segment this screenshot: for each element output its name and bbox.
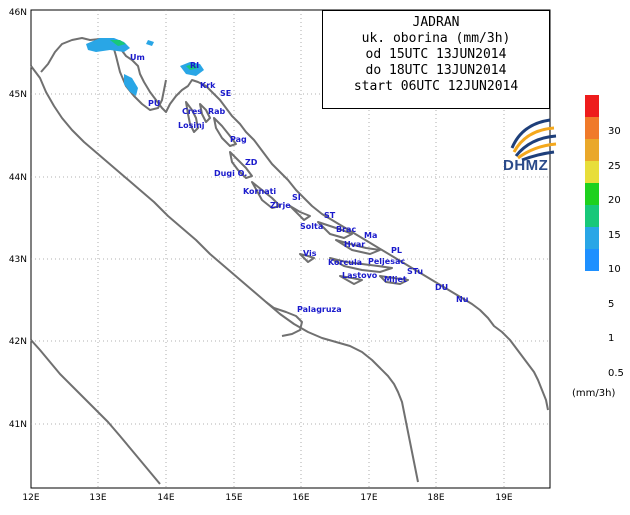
dhmz-logo-icon <box>510 118 557 162</box>
legend-label: 5 <box>608 298 615 310</box>
place-label: PL <box>391 246 402 255</box>
y-tick-label: 42N <box>9 337 27 347</box>
x-axis-labels: 12E 13E 14E 15E 16E 17E 18E 19E <box>22 493 512 503</box>
title-line-3: od 15UTC 13JUN2014 <box>365 47 507 62</box>
place-label: Hvar <box>344 240 365 249</box>
x-tick-label: 13E <box>89 493 106 503</box>
x-tick-label: 16E <box>292 493 309 503</box>
place-label: Cres <box>182 107 202 116</box>
title-box: JADRAN uk. oborina (mm/3h) od 15UTC 13JU… <box>322 10 550 109</box>
legend-color-cell <box>585 249 599 271</box>
x-tick-label: 14E <box>157 493 174 503</box>
legend-color-cell <box>585 95 599 117</box>
place-label: Brac <box>336 225 356 234</box>
place-label: Solta <box>300 222 323 231</box>
y-tick-label: 43N <box>9 255 27 265</box>
legend-color-cell <box>585 161 599 183</box>
place-label: RI <box>190 61 199 70</box>
logo-text: DHMZ <box>503 157 549 174</box>
precip-istria <box>124 74 138 96</box>
place-label: Krk <box>200 81 216 90</box>
legend-label: 20 <box>608 195 621 206</box>
place-label: Zirje <box>270 201 291 210</box>
legend-label: 15 <box>608 229 621 241</box>
title-line-2: uk. oborina (mm/3h) <box>361 31 511 46</box>
legend-unit: (mm/3h) <box>572 388 616 399</box>
place-label: Ma <box>364 231 377 240</box>
place-label: SE <box>220 89 231 98</box>
place-label: Pag <box>230 135 247 144</box>
place-label: DU <box>435 283 448 292</box>
y-tick-label: 44N <box>9 173 27 183</box>
place-label: ZD <box>245 158 258 167</box>
place-label: Rab <box>208 107 226 116</box>
title-line-4: do 18UTC 13JUN2014 <box>365 63 507 78</box>
legend-label: 0.5 <box>608 367 624 379</box>
legend-color-cell <box>585 139 599 161</box>
legend-label: 10 <box>608 264 621 275</box>
place-label: Um <box>130 53 145 62</box>
x-tick-label: 12E <box>22 493 39 503</box>
title-line-5: start 06UTC 12JUN2014 <box>353 79 519 94</box>
legend-label: 25 <box>608 160 621 172</box>
place-label: SI <box>292 193 301 202</box>
precip-trieste-core <box>110 40 126 46</box>
y-tick-label: 45N <box>9 90 27 100</box>
legend-color-cell <box>585 205 599 227</box>
precipitation-areas <box>86 38 204 96</box>
place-label: PU <box>148 99 160 108</box>
place-label: Korcula <box>328 258 362 267</box>
x-tick-label: 19E <box>495 493 512 503</box>
place-label: Dugi O. <box>214 169 247 178</box>
precip-kvarner <box>146 40 154 46</box>
place-label: STu <box>407 267 423 276</box>
place-label: Mljet <box>384 275 407 284</box>
x-tick-label: 15E <box>225 493 242 503</box>
place-label: Losinj <box>178 121 205 130</box>
title-line-1: JADRAN <box>412 15 460 30</box>
place-label: Kornati <box>243 187 276 196</box>
place-label: Vis <box>303 249 317 258</box>
coastline <box>30 37 549 485</box>
place-label: Lastovo <box>342 271 378 280</box>
legend-color-cell <box>585 227 599 249</box>
legend-colorbar <box>585 95 599 271</box>
x-tick-label: 17E <box>360 493 377 503</box>
place-label: Nu <box>456 295 469 304</box>
place-label: Palagruza <box>297 305 342 314</box>
legend-label: 1 <box>608 333 615 344</box>
y-axis-labels: 46N 45N 44N 43N 42N 41N <box>9 8 27 430</box>
legend-label: 30 <box>608 126 621 137</box>
x-tick-label: 18E <box>427 493 444 503</box>
y-tick-label: 41N <box>9 420 27 430</box>
y-tick-label: 46N <box>9 8 27 18</box>
legend-color-cell <box>585 183 599 205</box>
legend-color-cell <box>585 117 599 139</box>
place-label: Peljesac <box>368 257 405 266</box>
precip-rijeka-core <box>186 64 198 70</box>
place-label: ST <box>324 211 336 220</box>
